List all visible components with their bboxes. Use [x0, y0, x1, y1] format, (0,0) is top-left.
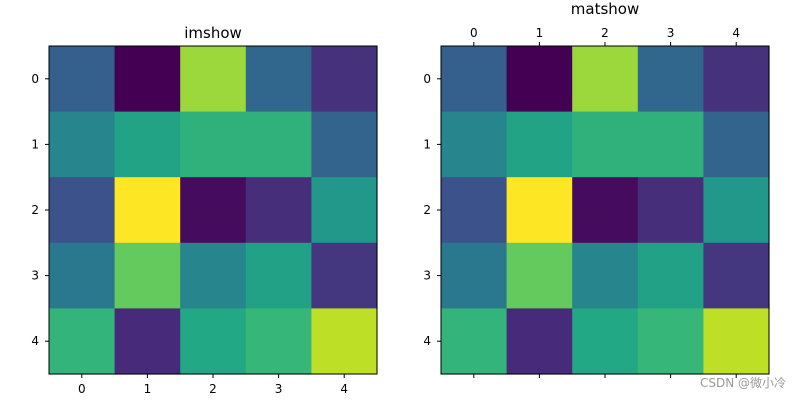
chart1-cell-r0-c2 [572, 46, 639, 113]
chart0-cell-r1-c0 [49, 111, 116, 178]
chart1-ytick-label-2: 2 [423, 203, 431, 217]
chart1-cell-r2-c3 [637, 177, 704, 244]
chart1-ytick-label-3: 3 [423, 269, 431, 283]
chart1-cell-r4-c1 [506, 308, 573, 375]
chart1-cell-r3-c0 [441, 242, 508, 309]
chart1-cell-r4-c4 [703, 308, 770, 375]
chart0-cell-r2-c2 [180, 177, 247, 244]
chart0-cell-r3-c0 [49, 242, 116, 309]
chart0-cell-r1-c2 [180, 111, 247, 178]
chart0-cell-r4-c4 [311, 308, 378, 375]
chart1-cell-r2-c0 [441, 177, 508, 244]
chart1-cell-r2-c1 [506, 177, 573, 244]
watermark: CSDN @微小冷 [700, 376, 786, 390]
chart1-cell-r1-c3 [637, 111, 704, 178]
chart1-cell-r0-c4 [703, 46, 770, 113]
chart0-ytick-label-4: 4 [31, 334, 39, 348]
chart0-cell-r2-c0 [49, 177, 116, 244]
chart0-cell-r0-c1 [114, 46, 181, 113]
chart1-xtick-label-4: 4 [732, 26, 740, 40]
chart0-ytick-label-0: 0 [31, 72, 39, 86]
chart1-title: matshow [571, 0, 639, 18]
chart0-xtick-label-3: 3 [275, 382, 283, 396]
chart0-xtick-label-0: 0 [78, 382, 86, 396]
chart0-cell-r2-c4 [311, 177, 378, 244]
chart0-cell-r2-c1 [114, 177, 181, 244]
chart1-cell-r1-c2 [572, 111, 639, 178]
chart1-cell-r1-c4 [703, 111, 770, 178]
chart1-cell-r4-c0 [441, 308, 508, 375]
chart0-ytick-label-3: 3 [31, 269, 39, 283]
chart1-cell-r3-c1 [506, 242, 573, 309]
chart1-cell-r4-c2 [572, 308, 639, 375]
chart1-cell-r4-c3 [637, 308, 704, 375]
chart1-cell-r0-c0 [441, 46, 508, 113]
chart0-cell-r3-c2 [180, 242, 247, 309]
chart1-xtick-label-3: 3 [667, 26, 675, 40]
chart0-cell-r0-c4 [311, 46, 378, 113]
chart0-cell-r4-c2 [180, 308, 247, 375]
chart0-cell-r3-c3 [245, 242, 312, 309]
chart0-cell-r4-c0 [49, 308, 116, 375]
chart0-ytick-label-2: 2 [31, 203, 39, 217]
chart1-xtick-label-1: 1 [536, 26, 544, 40]
chart1-cell-r1-c0 [441, 111, 508, 178]
chart1-cell-r0-c3 [637, 46, 704, 113]
chart1-axes: matshow 0 1 2 3 4 0 1 2 3 4 [423, 0, 770, 378]
chart1-cell-r3-c3 [637, 242, 704, 309]
chart0-cell-r0-c2 [180, 46, 247, 113]
chart0-cell-r3-c4 [311, 242, 378, 309]
chart1-xtick-label-2: 2 [601, 26, 609, 40]
chart1-cell-r1-c1 [506, 111, 573, 178]
chart0-xtick-label-4: 4 [340, 382, 348, 396]
chart1-cell-r0-c1 [506, 46, 573, 113]
chart1-ytick-label-0: 0 [423, 72, 431, 86]
chart0-cell-r0-c0 [49, 46, 116, 113]
chart0-axes: imshow 0 1 2 3 4 0 1 2 3 4 [31, 24, 378, 396]
chart1-xtick-label-0: 0 [470, 26, 478, 40]
chart1-ytick-label-4: 4 [423, 334, 431, 348]
chart0-cell-r2-c3 [245, 177, 312, 244]
chart1-cell-r3-c2 [572, 242, 639, 309]
chart0-xtick-label-1: 1 [144, 382, 152, 396]
chart1-ytick-label-1: 1 [423, 137, 431, 151]
chart0-ytick-label-1: 1 [31, 137, 39, 151]
chart0-cell-r1-c1 [114, 111, 181, 178]
chart0-cell-r1-c3 [245, 111, 312, 178]
chart1-cell-r2-c2 [572, 177, 639, 244]
chart0-cell-r3-c1 [114, 242, 181, 309]
chart0-title: imshow [184, 24, 242, 42]
chart0-xtick-label-2: 2 [209, 382, 217, 396]
chart1-cell-r3-c4 [703, 242, 770, 309]
chart0-cell-r4-c3 [245, 308, 312, 375]
chart0-cell-r0-c3 [245, 46, 312, 113]
chart0-cell-r4-c1 [114, 308, 181, 375]
chart0-cell-r1-c4 [311, 111, 378, 178]
chart1-cell-r2-c4 [703, 177, 770, 244]
